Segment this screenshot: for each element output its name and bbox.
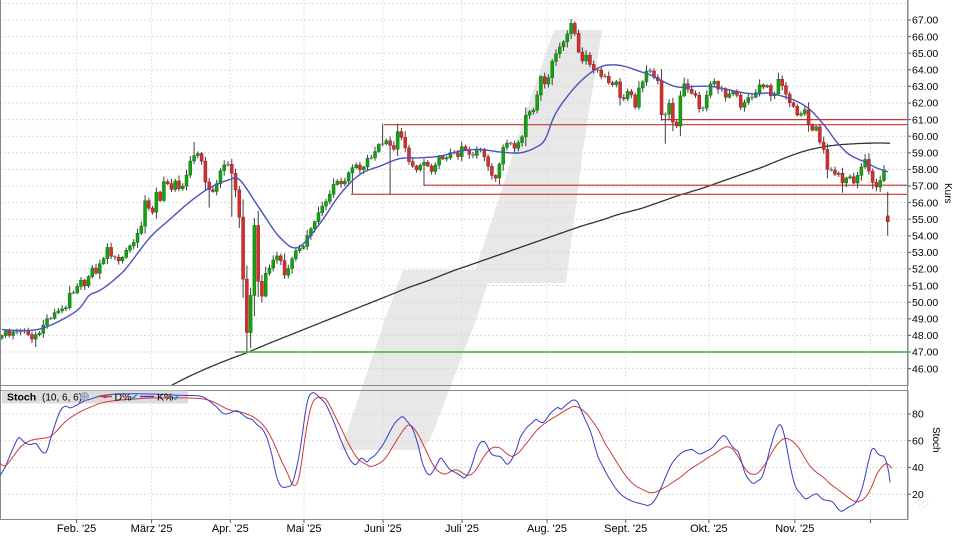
svg-text:(10, 6, 6): (10, 6, 6) [42, 392, 82, 403]
svg-text:60.00: 60.00 [912, 131, 938, 143]
svg-text:53.00: 53.00 [912, 247, 938, 259]
svg-text:K%: K% [157, 391, 173, 403]
svg-text:54.00: 54.00 [912, 231, 938, 243]
svg-text:63.00: 63.00 [912, 81, 938, 93]
svg-text:46.00: 46.00 [912, 363, 938, 375]
svg-text:60: 60 [912, 435, 924, 447]
svg-text:Sept. '25: Sept. '25 [604, 523, 647, 535]
svg-text:61.00: 61.00 [912, 114, 938, 126]
svg-text:✔: ✔ [173, 392, 181, 402]
svg-text:58.00: 58.00 [912, 164, 938, 176]
svg-text:62.00: 62.00 [912, 98, 938, 110]
svg-text:Aug. '25: Aug. '25 [527, 523, 567, 535]
svg-text:80: 80 [912, 409, 924, 421]
svg-text:Nov. '25: Nov. '25 [775, 523, 814, 535]
svg-text:Mai '25: Mai '25 [286, 523, 321, 535]
svg-text:März '25: März '25 [131, 523, 173, 535]
svg-text:48.00: 48.00 [912, 330, 938, 342]
svg-text:Apr. '25: Apr. '25 [212, 523, 249, 535]
svg-text:20: 20 [912, 489, 924, 501]
svg-text:67.00: 67.00 [912, 15, 938, 27]
svg-text:Juli '25: Juli '25 [445, 523, 479, 535]
svg-text:59.00: 59.00 [912, 148, 938, 160]
svg-text:51.00: 51.00 [912, 280, 938, 292]
svg-text:Feb. '25: Feb. '25 [57, 523, 96, 535]
svg-text:57.00: 57.00 [912, 181, 938, 193]
svg-text:52.00: 52.00 [912, 264, 938, 276]
svg-text:Juni '25: Juni '25 [364, 523, 402, 535]
svg-text:66.00: 66.00 [912, 31, 938, 43]
svg-text:Kurs: Kurs [942, 183, 953, 204]
svg-text:49.00: 49.00 [912, 314, 938, 326]
svg-text:50.00: 50.00 [912, 297, 938, 309]
svg-text:47.00: 47.00 [912, 347, 938, 359]
svg-text:64.00: 64.00 [912, 65, 938, 77]
svg-text:55.00: 55.00 [912, 214, 938, 226]
svg-text:Stoch: Stoch [930, 427, 941, 453]
svg-text:✔: ✔ [131, 392, 139, 402]
svg-text:Okt. '25: Okt. '25 [690, 523, 728, 535]
svg-text:65.00: 65.00 [912, 48, 938, 60]
svg-text:D%: D% [115, 391, 132, 403]
svg-text:40: 40 [912, 462, 924, 474]
svg-text:56.00: 56.00 [912, 197, 938, 209]
svg-text:Stoch: Stoch [7, 391, 36, 403]
